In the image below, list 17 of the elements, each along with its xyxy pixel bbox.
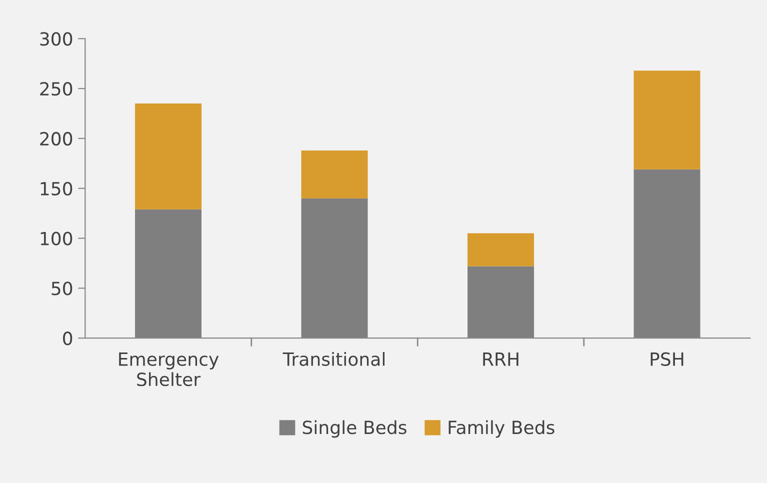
y-tick-label: 150 xyxy=(40,182,72,196)
bar xyxy=(301,150,368,198)
x-tick-label: RRH xyxy=(483,352,518,366)
bar xyxy=(634,70,700,170)
y-tick-label: 200 xyxy=(40,132,72,146)
y-tick-label: 300 xyxy=(40,32,72,46)
y-tick-label: 0 xyxy=(63,332,72,346)
y-tick-label: 100 xyxy=(40,232,72,246)
y-tick-label: 50 xyxy=(52,282,72,296)
legend-label: Family Beds xyxy=(448,420,554,438)
x-tick-label: PSH xyxy=(650,352,684,366)
bar xyxy=(468,233,534,266)
x-tick-label: Transitional xyxy=(282,352,385,366)
legend-label: Single Beds xyxy=(302,420,406,438)
x-tick-label: Emergency Shelter xyxy=(119,352,219,386)
bar xyxy=(135,104,202,210)
y-tick-label: 250 xyxy=(40,82,72,96)
